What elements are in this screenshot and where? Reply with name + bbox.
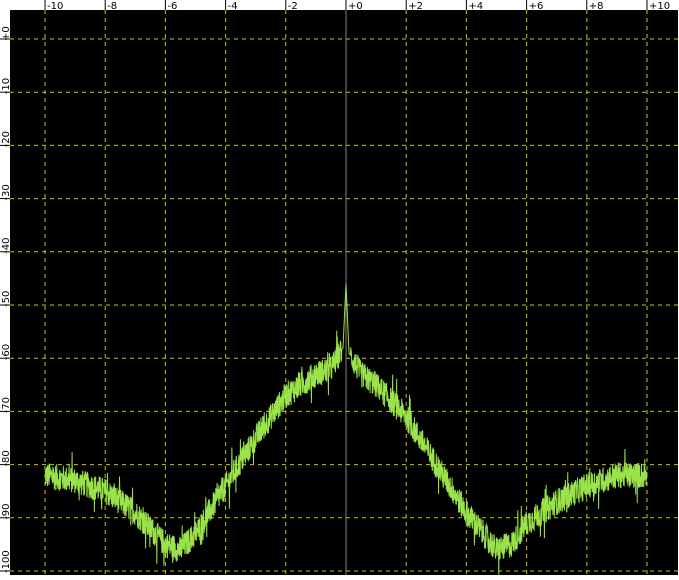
y-tick-label: -30	[1, 184, 12, 200]
y-tick-label: -80	[1, 450, 12, 466]
x-tick-label: +0	[348, 1, 363, 12]
y-tick-label: -70	[1, 397, 12, 413]
y-tick-label: -90	[1, 503, 12, 519]
y-tick-label: -50	[1, 291, 12, 307]
x-tick-label: +4	[468, 1, 483, 12]
y-tick-label: -10	[1, 78, 12, 94]
spectrum-trace	[44, 283, 648, 575]
x-tick-label: -4	[228, 1, 238, 12]
x-tick-label: -8	[107, 1, 117, 12]
x-tick-label: +10	[649, 1, 670, 12]
y-tick-label: -60	[1, 344, 12, 360]
y-tick-labels: +0 -10 -20 -30 -40 -50 -60 -70 -80 -90 -100	[0, 26, 12, 573]
y-tick-label: -40	[1, 237, 12, 253]
x-tick-label: +8	[589, 1, 604, 12]
x-tick-label: -6	[167, 1, 177, 12]
x-tick-labels: -10 -8 -6 -4 -2 +0 +2 +4 +6 +8 +10	[44, 0, 670, 12]
y-tick-label: -20	[1, 131, 12, 147]
y-tick-label: -100	[1, 550, 12, 573]
x-tick-label: -2	[288, 1, 298, 12]
plot-area	[10, 10, 678, 575]
x-tick-label: -10	[47, 1, 63, 12]
trace-layer	[44, 283, 648, 575]
x-tick-label: +2	[408, 1, 423, 12]
y-tick-label: +0	[1, 26, 12, 41]
x-tick-label: +6	[529, 1, 544, 12]
